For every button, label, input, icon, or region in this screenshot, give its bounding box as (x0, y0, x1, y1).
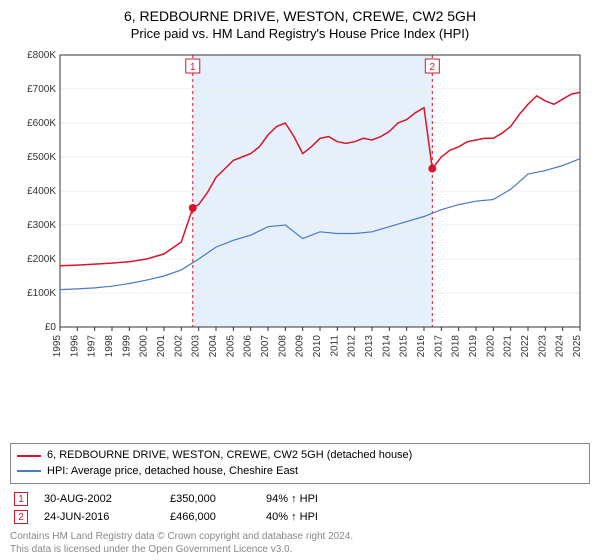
chart-container: 6, REDBOURNE DRIVE, WESTON, CREWE, CW2 5… (0, 0, 600, 560)
svg-text:2008: 2008 (277, 335, 288, 358)
footer: Contains HM Land Registry data © Crown c… (10, 530, 590, 556)
sale-date-2: 24-JUN-2016 (44, 511, 154, 523)
svg-text:1999: 1999 (121, 335, 132, 358)
svg-text:2004: 2004 (208, 335, 219, 358)
sale-marker-2: 2 (14, 510, 28, 524)
svg-text:2024: 2024 (555, 335, 566, 358)
svg-text:2016: 2016 (416, 335, 427, 358)
footer-line-1: Contains HM Land Registry data © Crown c… (10, 530, 590, 543)
svg-text:2019: 2019 (468, 335, 479, 358)
svg-text:2017: 2017 (433, 335, 444, 358)
svg-text:2005: 2005 (225, 335, 236, 358)
svg-text:1998: 1998 (104, 335, 115, 358)
svg-text:£300K: £300K (27, 220, 56, 231)
sale-marker-1: 1 (14, 492, 28, 506)
svg-text:2023: 2023 (537, 335, 548, 358)
svg-text:£400K: £400K (27, 186, 56, 197)
sales-table: 1 30-AUG-2002 £350,000 94% ↑ HPI 2 24-JU… (10, 490, 590, 526)
sale-price-1: £350,000 (170, 493, 250, 505)
chart-subtitle: Price paid vs. HM Land Registry's House … (10, 26, 590, 41)
chart-svg: £0 £100K £200K £300K £400K £500K £600K £700K £80… (10, 47, 590, 367)
svg-text:£700K: £700K (27, 84, 56, 95)
sales-row-2: 2 24-JUN-2016 £466,000 40% ↑ HPI (10, 508, 590, 526)
svg-text:2010: 2010 (312, 335, 323, 358)
svg-text:1995: 1995 (52, 335, 63, 358)
svg-text:2025: 2025 (572, 335, 583, 358)
footer-line-2: This data is licensed under the Open Gov… (10, 543, 590, 556)
svg-text:2000: 2000 (139, 335, 150, 358)
chart-plot: £0 £100K £200K £300K £400K £500K £600K £700K £80… (10, 47, 590, 437)
svg-text:£100K: £100K (27, 288, 56, 299)
svg-text:1996: 1996 (69, 335, 80, 358)
svg-text:2015: 2015 (399, 335, 410, 358)
chart-title: 6, REDBOURNE DRIVE, WESTON, CREWE, CW2 5… (10, 8, 590, 24)
svg-text:2003: 2003 (191, 335, 202, 358)
sale-delta-2: 40% ↑ HPI (266, 511, 356, 523)
svg-text:2013: 2013 (364, 335, 375, 358)
svg-text:2021: 2021 (503, 335, 514, 358)
svg-text:£0: £0 (45, 322, 57, 333)
svg-text:2011: 2011 (329, 335, 340, 357)
legend-swatch-hpi (17, 470, 41, 472)
svg-text:2001: 2001 (156, 335, 167, 358)
svg-text:2020: 2020 (485, 335, 496, 358)
svg-text:£800K: £800K (27, 50, 56, 61)
svg-text:1: 1 (190, 62, 196, 73)
legend-item-price: 6, REDBOURNE DRIVE, WESTON, CREWE, CW2 5… (17, 448, 583, 463)
sale-delta-1: 94% ↑ HPI (266, 493, 356, 505)
svg-text:2006: 2006 (243, 335, 254, 358)
legend-label-price: 6, REDBOURNE DRIVE, WESTON, CREWE, CW2 5… (47, 448, 412, 463)
svg-text:2014: 2014 (381, 335, 392, 358)
svg-text:2009: 2009 (295, 335, 306, 358)
sale-date-1: 30-AUG-2002 (44, 493, 154, 505)
sale-price-2: £466,000 (170, 511, 250, 523)
svg-text:£500K: £500K (27, 152, 56, 163)
svg-text:£600K: £600K (27, 118, 56, 129)
legend-swatch-price (17, 455, 41, 457)
svg-text:2012: 2012 (347, 335, 358, 358)
svg-text:2002: 2002 (173, 335, 184, 358)
svg-text:2018: 2018 (451, 335, 462, 358)
svg-text:2: 2 (430, 62, 436, 73)
legend-label-hpi: HPI: Average price, detached house, Ches… (47, 464, 298, 479)
legend-item-hpi: HPI: Average price, detached house, Ches… (17, 464, 583, 479)
svg-text:£200K: £200K (27, 254, 56, 265)
legend: 6, REDBOURNE DRIVE, WESTON, CREWE, CW2 5… (10, 443, 590, 484)
svg-text:2022: 2022 (520, 335, 531, 358)
svg-text:1997: 1997 (87, 335, 98, 358)
svg-text:2007: 2007 (260, 335, 271, 358)
sales-row-1: 1 30-AUG-2002 £350,000 94% ↑ HPI (10, 490, 590, 508)
